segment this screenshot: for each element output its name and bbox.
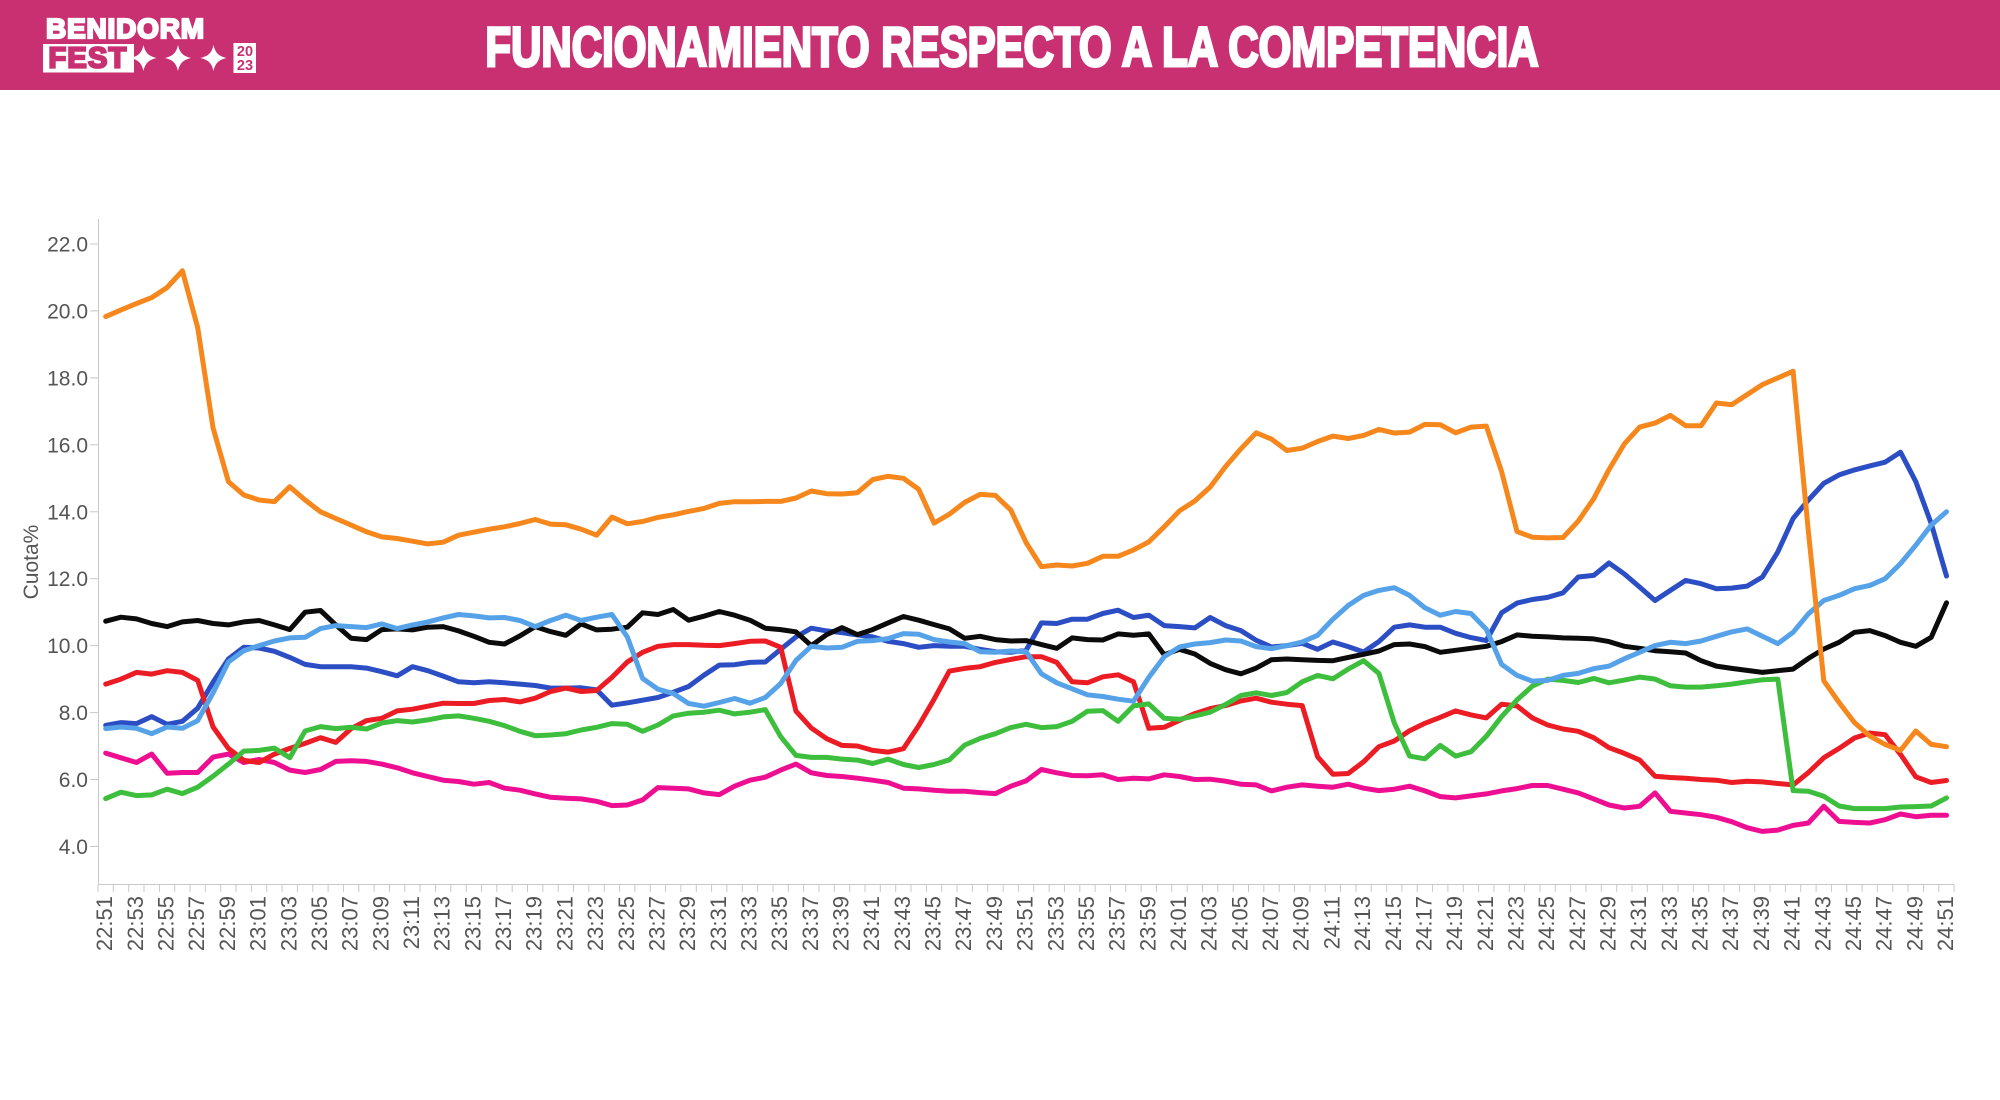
svg-text:22:59: 22:59 bbox=[215, 896, 240, 951]
svg-text:23:07: 23:07 bbox=[338, 896, 363, 951]
svg-text:24:27: 24:27 bbox=[1565, 896, 1590, 951]
svg-text:Cuota%: Cuota% bbox=[20, 525, 43, 600]
svg-text:22:57: 22:57 bbox=[184, 896, 209, 951]
svg-text:20: 20 bbox=[237, 44, 253, 60]
svg-text:24:31: 24:31 bbox=[1626, 896, 1651, 951]
svg-text:23:05: 23:05 bbox=[307, 896, 332, 951]
svg-text:23:15: 23:15 bbox=[460, 896, 485, 951]
svg-text:24:37: 24:37 bbox=[1718, 896, 1743, 951]
svg-text:24:05: 24:05 bbox=[1227, 896, 1252, 951]
svg-text:23:51: 23:51 bbox=[1013, 896, 1038, 951]
svg-text:23:57: 23:57 bbox=[1105, 896, 1130, 951]
svg-text:24:23: 24:23 bbox=[1504, 896, 1529, 951]
svg-text:23:45: 23:45 bbox=[921, 896, 946, 951]
svg-text:24:51: 24:51 bbox=[1933, 896, 1958, 951]
svg-text:4.0: 4.0 bbox=[59, 836, 88, 859]
svg-text:23:35: 23:35 bbox=[767, 896, 792, 951]
svg-text:23:25: 23:25 bbox=[614, 896, 639, 951]
svg-text:23:11: 23:11 bbox=[399, 896, 424, 949]
svg-text:FEST: FEST bbox=[49, 43, 128, 75]
svg-text:23:17: 23:17 bbox=[491, 896, 516, 951]
svg-text:23:09: 23:09 bbox=[368, 896, 393, 951]
svg-text:24:09: 24:09 bbox=[1289, 896, 1314, 951]
svg-text:6.0: 6.0 bbox=[59, 769, 88, 792]
svg-text:24:01: 24:01 bbox=[1166, 896, 1191, 951]
svg-text:23:23: 23:23 bbox=[583, 896, 608, 951]
svg-text:BENIDORM: BENIDORM bbox=[46, 13, 205, 44]
svg-text:24:21: 24:21 bbox=[1473, 896, 1498, 951]
svg-text:23:29: 23:29 bbox=[675, 896, 700, 951]
svg-text:10.0: 10.0 bbox=[47, 635, 88, 658]
svg-text:24:17: 24:17 bbox=[1411, 896, 1436, 951]
svg-text:24:49: 24:49 bbox=[1902, 896, 1927, 951]
svg-text:22:55: 22:55 bbox=[154, 896, 179, 951]
svg-text:24:25: 24:25 bbox=[1534, 896, 1559, 951]
svg-text:23:27: 23:27 bbox=[644, 896, 669, 951]
svg-text:8.0: 8.0 bbox=[59, 702, 88, 725]
svg-text:23:49: 23:49 bbox=[982, 896, 1007, 951]
svg-text:24:15: 24:15 bbox=[1381, 896, 1406, 951]
svg-text:24:41: 24:41 bbox=[1780, 896, 1805, 951]
svg-text:23:21: 23:21 bbox=[552, 896, 577, 951]
svg-text:23:55: 23:55 bbox=[1074, 896, 1099, 951]
svg-text:24:19: 24:19 bbox=[1442, 896, 1467, 951]
svg-text:23:47: 23:47 bbox=[951, 896, 976, 951]
svg-text:18.0: 18.0 bbox=[47, 367, 88, 390]
svg-text:22:53: 22:53 bbox=[123, 896, 148, 951]
svg-text:12.0: 12.0 bbox=[47, 568, 88, 591]
svg-text:23:41: 23:41 bbox=[859, 896, 884, 951]
svg-text:24:43: 24:43 bbox=[1810, 896, 1835, 951]
svg-text:22.0: 22.0 bbox=[47, 234, 88, 257]
svg-text:23:01: 23:01 bbox=[246, 896, 271, 951]
svg-text:24:11: 24:11 bbox=[1319, 896, 1344, 949]
svg-text:23:37: 23:37 bbox=[798, 896, 823, 951]
svg-text:23:19: 23:19 bbox=[522, 896, 547, 951]
svg-text:24:39: 24:39 bbox=[1749, 896, 1774, 951]
svg-text:14.0: 14.0 bbox=[47, 501, 88, 524]
svg-text:23:31: 23:31 bbox=[706, 896, 731, 951]
svg-text:24:13: 24:13 bbox=[1350, 896, 1375, 951]
svg-text:23:39: 23:39 bbox=[829, 896, 854, 951]
svg-text:20.0: 20.0 bbox=[47, 300, 88, 323]
svg-text:16.0: 16.0 bbox=[47, 434, 88, 457]
svg-text:23:13: 23:13 bbox=[430, 896, 455, 951]
svg-text:24:33: 24:33 bbox=[1657, 896, 1682, 951]
svg-text:24:45: 24:45 bbox=[1841, 896, 1866, 951]
svg-text:23: 23 bbox=[237, 58, 253, 74]
svg-text:23:59: 23:59 bbox=[1135, 896, 1160, 951]
svg-text:24:29: 24:29 bbox=[1596, 896, 1621, 951]
svg-text:23:03: 23:03 bbox=[276, 896, 301, 951]
svg-text:24:07: 24:07 bbox=[1258, 896, 1283, 951]
svg-text:24:03: 24:03 bbox=[1197, 896, 1222, 951]
svg-text:23:43: 23:43 bbox=[890, 896, 915, 951]
svg-text:22:51: 22:51 bbox=[92, 896, 117, 951]
svg-text:24:47: 24:47 bbox=[1872, 896, 1897, 951]
svg-text:23:53: 23:53 bbox=[1043, 896, 1068, 951]
svg-text:24:35: 24:35 bbox=[1688, 896, 1713, 951]
svg-text:23:33: 23:33 bbox=[737, 896, 762, 951]
